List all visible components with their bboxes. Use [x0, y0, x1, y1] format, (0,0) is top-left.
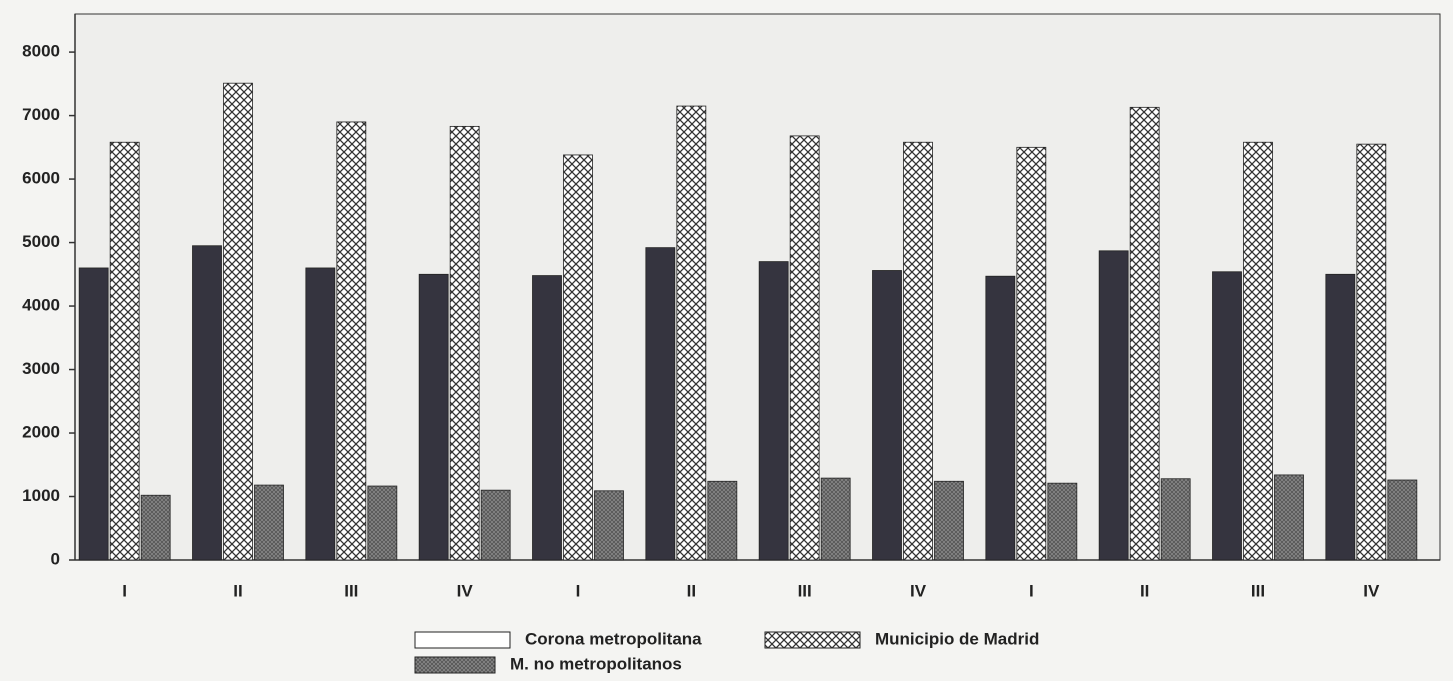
bar	[1047, 482, 1078, 561]
bar	[676, 105, 707, 561]
bar	[934, 480, 964, 561]
y-tick-label: 6000	[22, 169, 60, 188]
x-tick-label: II	[1140, 581, 1149, 600]
bar	[140, 494, 171, 561]
bar	[903, 141, 933, 561]
bar	[192, 245, 222, 561]
legend-swatch	[414, 656, 496, 674]
legend-label: Municipio de Madrid	[875, 629, 1039, 648]
y-tick-label: 5000	[22, 232, 60, 251]
bar	[223, 82, 253, 561]
x-tick-label: I	[576, 581, 581, 600]
y-tick-label: 2000	[22, 423, 60, 442]
bar	[1160, 478, 1191, 561]
x-tick-label: II	[233, 581, 242, 600]
bar	[872, 270, 902, 561]
bar	[336, 121, 367, 561]
x-tick-label: III	[344, 581, 358, 600]
bar	[1274, 474, 1304, 561]
bar	[1243, 141, 1273, 561]
bar	[563, 154, 593, 561]
bar	[109, 141, 140, 561]
y-tick-label: 1000	[22, 486, 60, 505]
bar	[789, 135, 820, 561]
x-tick-label: III	[1251, 581, 1265, 600]
bar	[449, 125, 480, 561]
bar	[820, 477, 851, 561]
bar	[367, 485, 398, 561]
x-tick-label: I	[122, 581, 127, 600]
bar	[1356, 143, 1387, 561]
bar	[1212, 271, 1242, 561]
x-tick-label: III	[798, 581, 812, 600]
legend-swatch	[764, 631, 861, 649]
bar	[707, 480, 738, 561]
bar	[305, 267, 336, 561]
y-tick-label: 0	[51, 549, 60, 568]
bar	[645, 247, 676, 561]
x-tick-label: IV	[457, 581, 474, 600]
bar	[480, 489, 511, 561]
bar	[758, 261, 789, 561]
legend-swatch	[414, 631, 511, 649]
bar	[594, 490, 624, 561]
x-tick-label: IV	[910, 581, 927, 600]
legend-label: Corona metropolitana	[525, 629, 702, 648]
legend-label: M. no metropolitanos	[510, 654, 682, 673]
x-tick-label: I	[1029, 581, 1034, 600]
bar	[985, 275, 1016, 561]
bar	[254, 484, 284, 561]
y-tick-label: 7000	[22, 105, 60, 124]
bar	[1098, 250, 1129, 561]
bar	[532, 275, 562, 561]
y-tick-label: 4000	[22, 296, 60, 315]
x-tick-label: IV	[1363, 581, 1380, 600]
bar	[78, 267, 109, 561]
y-tick-label: 8000	[22, 42, 60, 61]
bar	[418, 273, 449, 561]
bar	[1016, 146, 1047, 561]
bar	[1325, 273, 1356, 561]
bar	[1387, 479, 1418, 561]
bar	[1129, 106, 1160, 561]
y-tick-label: 3000	[22, 359, 60, 378]
x-tick-label: II	[687, 581, 696, 600]
